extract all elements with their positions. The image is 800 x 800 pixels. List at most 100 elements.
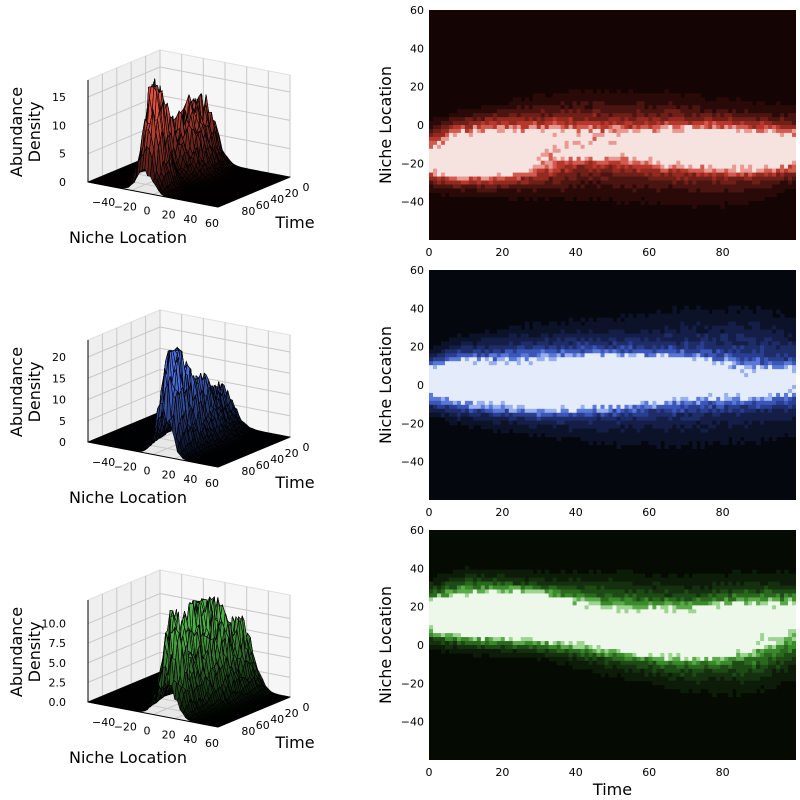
contour-cell xyxy=(580,132,586,138)
contour-cell xyxy=(740,128,745,134)
contour-cell xyxy=(644,128,649,134)
contour-cell xyxy=(636,176,642,182)
contour-cell xyxy=(772,125,777,130)
contour-cell xyxy=(624,196,630,201)
contour-cell xyxy=(712,148,717,154)
contour-cell xyxy=(712,180,717,186)
contour-cell xyxy=(652,172,657,178)
contour-cell xyxy=(740,121,745,126)
contour-cell xyxy=(524,109,530,114)
contour-cell xyxy=(536,105,542,110)
contour-cell xyxy=(692,196,697,201)
contour-cell xyxy=(532,121,538,126)
contour-cell xyxy=(560,168,566,174)
contour-cell xyxy=(568,192,574,197)
contour-cell xyxy=(712,101,717,106)
contour-cell xyxy=(608,93,614,98)
contour-cell xyxy=(540,93,546,98)
contour-cell xyxy=(708,184,713,190)
contour-cell xyxy=(512,105,518,110)
contour-cell xyxy=(700,172,705,178)
contour-cell xyxy=(432,117,438,122)
contour-cell xyxy=(612,140,618,146)
contour-cell xyxy=(480,109,486,114)
contour-cell xyxy=(616,101,622,106)
contour-cell xyxy=(536,188,542,194)
contour-cell xyxy=(680,192,685,197)
contour-cell xyxy=(664,168,669,174)
contour-cell xyxy=(768,109,773,114)
contour-cell xyxy=(728,180,733,186)
contour-cell xyxy=(528,113,534,118)
contour-cell xyxy=(608,156,614,162)
contour-cell xyxy=(616,184,622,190)
contour-cell xyxy=(476,140,482,146)
contour-cell xyxy=(532,136,538,142)
contour-cell xyxy=(492,188,498,194)
contour-cell xyxy=(520,188,526,194)
contour-cell xyxy=(504,144,510,150)
contour-cell xyxy=(552,164,558,170)
contour-cell xyxy=(632,132,638,138)
contour-cell xyxy=(612,168,618,174)
contour-cell xyxy=(588,101,594,106)
contour-cell xyxy=(712,109,717,114)
contour-cell xyxy=(700,113,705,118)
contour-cell xyxy=(508,121,514,126)
contour-cell xyxy=(580,125,586,130)
contour-cell xyxy=(736,132,741,138)
contour-cell xyxy=(684,101,689,106)
contour-cell xyxy=(620,172,626,178)
contour-cell xyxy=(488,140,494,146)
contour-cell xyxy=(720,136,725,142)
contour-cell xyxy=(704,101,709,106)
contour-cell xyxy=(644,184,649,190)
contour-cell xyxy=(660,156,665,162)
contour-cell xyxy=(484,132,490,138)
contour-cell xyxy=(772,117,777,122)
contour-cell xyxy=(536,97,542,102)
contour-cell xyxy=(484,168,490,174)
contour-cell xyxy=(676,176,681,182)
contour-cell xyxy=(516,152,522,158)
contour-cell xyxy=(556,148,562,154)
contour-cell xyxy=(524,128,530,134)
contour-cell xyxy=(600,117,606,122)
contour-cell xyxy=(620,136,626,142)
time-tick-label: 60 xyxy=(256,199,270,212)
contour-cell xyxy=(556,188,562,194)
contour-cell xyxy=(640,160,646,166)
contour-cell xyxy=(468,128,474,134)
contour-cell xyxy=(484,113,490,118)
contour-cell xyxy=(500,144,506,150)
contour-cell xyxy=(544,101,550,106)
contour-cell xyxy=(444,132,450,138)
contour-cell xyxy=(656,136,661,142)
contour-cell xyxy=(572,164,578,170)
contour-cell xyxy=(512,121,518,126)
contour-cell xyxy=(548,109,554,114)
contour-cell xyxy=(772,188,777,194)
contour-cell xyxy=(680,140,685,146)
contour-cell xyxy=(472,172,478,178)
contour-cell xyxy=(556,180,562,186)
contour-cell xyxy=(564,160,570,166)
contour-cell xyxy=(504,132,510,138)
contour-cell xyxy=(696,156,701,162)
contour-cell xyxy=(740,156,745,162)
contour-cell xyxy=(524,121,530,126)
contour-cell xyxy=(720,121,725,126)
contour-cell xyxy=(512,101,518,106)
contour-cell xyxy=(720,200,725,205)
contour-cell xyxy=(572,160,578,166)
contour-cell xyxy=(756,140,761,146)
contour-cell xyxy=(672,160,677,166)
contour-cell xyxy=(688,101,693,106)
contour-cell xyxy=(736,125,741,130)
contour-cell xyxy=(640,156,646,162)
contour-cell xyxy=(692,160,697,166)
contour-cell xyxy=(528,188,534,194)
y-tick-label: 40 xyxy=(410,42,424,55)
contour-cell xyxy=(476,128,482,134)
contour-cell xyxy=(500,136,506,142)
